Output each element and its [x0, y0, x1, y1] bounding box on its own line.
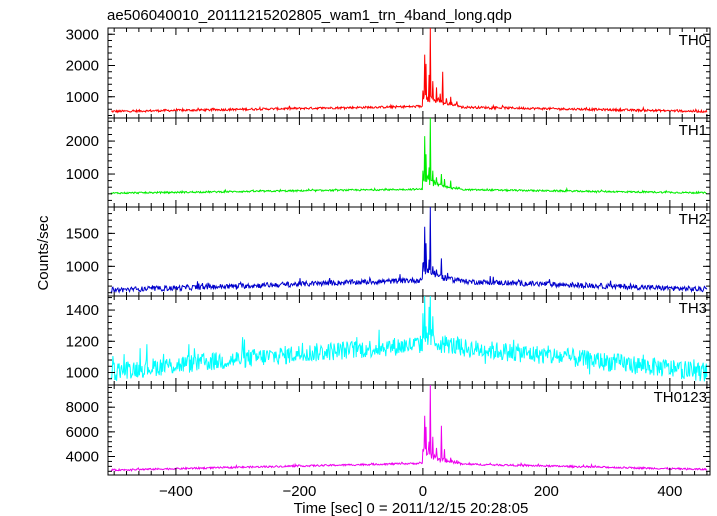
panel-th0123: 4000 6000 8000 TH0123 [66, 384, 711, 476]
y-tick-label: 8000 [66, 399, 99, 416]
y-tick-label: 1000 [66, 365, 99, 382]
panel-label: TH0 [679, 32, 707, 49]
y-tick-label: 1000 [66, 166, 99, 183]
y-axis-label: Counts/sec [35, 215, 52, 291]
y-tick-label: 6000 [66, 424, 99, 441]
panel-label: TH2 [679, 211, 707, 228]
panel-label: TH1 [679, 122, 707, 139]
panel-frame [107, 384, 711, 476]
panel-th2: 1000 1500 TH2 [66, 206, 711, 297]
panel-label: TH0123 [654, 389, 707, 406]
y-tick-label: 1400 [66, 302, 99, 319]
x-tick-label: 0 [419, 483, 427, 500]
panel-th3: 1000 1200 1400 TH3 [66, 295, 711, 386]
x-tick-label: −200 [283, 483, 317, 500]
y-tick-label: 1000 [66, 258, 99, 275]
x-axis-label: Time [sec] 0 = 2011/12/15 20:28:05 [294, 500, 529, 516]
panel-label: TH3 [679, 300, 707, 317]
series-line-th0 [111, 28, 708, 114]
x-axis: −400 −200 0 200 400 [159, 483, 682, 500]
y-tick-label: 3000 [66, 26, 99, 43]
y-tick-label: 1500 [66, 225, 99, 242]
y-tick-label: 2000 [66, 133, 99, 150]
y-tick-label: 2000 [66, 58, 99, 75]
chart-title: ae506040010_20111215202805_wam1_trn_4ban… [107, 7, 512, 24]
series-line-th0123 [110, 385, 708, 472]
x-tick-label: 200 [534, 483, 559, 500]
series-line-th1 [110, 118, 708, 195]
panel-th0: 1000 2000 3000 TH0 [66, 26, 711, 119]
y-tick-label: 1200 [66, 333, 99, 350]
y-tick-label: 1000 [66, 89, 99, 106]
series-line-th2 [110, 207, 708, 295]
series-line-th3 [110, 296, 708, 382]
panel-th1: 1000 2000 TH1 [66, 117, 711, 208]
x-tick-label: −400 [159, 483, 193, 500]
panel-frame [107, 27, 711, 119]
panel-frame [107, 117, 711, 208]
x-tick-label: 400 [657, 483, 682, 500]
y-tick-label: 4000 [66, 449, 99, 466]
